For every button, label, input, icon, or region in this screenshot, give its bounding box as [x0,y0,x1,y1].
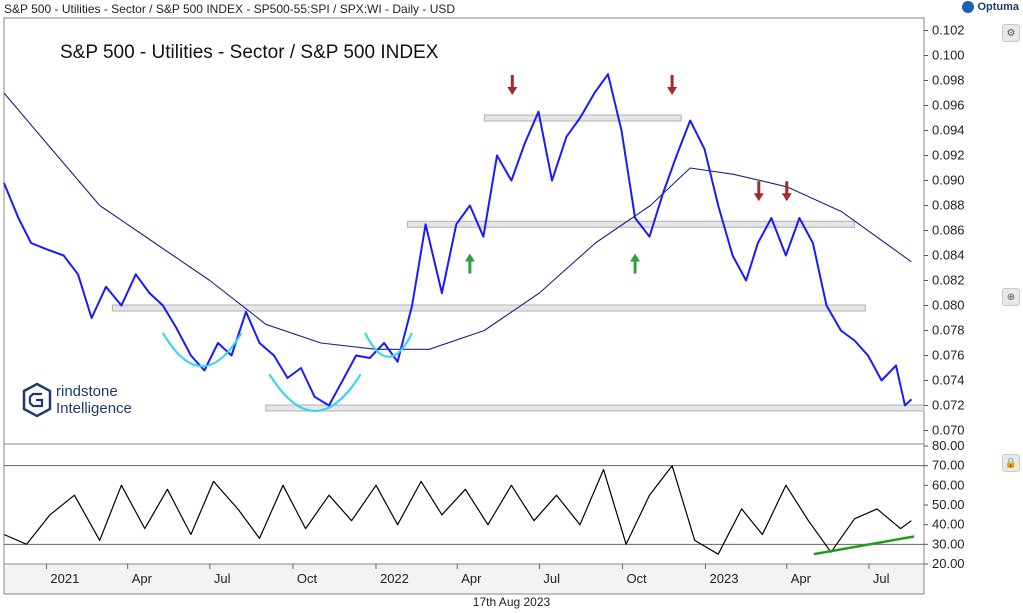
down-arrow-head-1 [667,87,678,95]
down-arrow-head-0 [507,87,518,95]
plot-border [3,17,925,565]
rsi-tick-label-1: 30.00 [932,536,965,551]
y-tick-label-15: 0.100 [932,48,965,63]
rsi-tick-label-5: 70.00 [932,458,965,473]
y-tick-label-8: 0.086 [932,223,965,238]
x-tick-label-2: Jul [214,571,231,586]
optuma-logo-icon [962,1,975,13]
y-tick-label-0: 0.070 [932,423,965,438]
rsi-path [3,465,912,555]
cup-arc-2 [364,332,414,358]
y-tick-label-1: 0.072 [932,398,965,413]
down-arrow-head-3 [781,193,792,202]
down-arrow-head-2 [753,193,764,202]
rsi-trend-line [813,535,915,556]
x-tick-label-9: Apr [791,571,812,586]
y-tick-label-3: 0.076 [932,348,965,363]
y-tick-label-11: 0.092 [932,148,965,163]
x-tick-label-5: Apr [461,571,482,586]
zoom-icon[interactable]: ⊕ [1002,288,1020,306]
y-tick-label-16: 0.102 [932,23,965,38]
rsi-reference-lines [4,465,924,545]
moving-average-line [3,92,912,350]
y-tick-label-7: 0.084 [932,248,965,263]
price-path [3,73,913,407]
rsi-tick-label-0: 20.00 [932,556,965,571]
x-tick-label-4: 2022 [380,571,409,586]
y-tick-label-4: 0.078 [932,323,965,338]
optuma-brand: Optuma [962,1,1019,13]
x-tick-label-1: Apr [132,571,153,586]
date-x-axis: 2021 Apr Jul Oct 2022 Apr Jul Oct 2023 Apr Jul [3,563,925,595]
grindstone-logo-icon [22,382,52,418]
chart-title: S&P 500 - Utilities - Sector / S&P 500 I… [60,42,439,63]
x-tick-label-0: 2021 [50,571,79,586]
rsi-tick-label-3: 50.00 [932,497,965,512]
x-tick-label-10: Jul [873,571,890,586]
rsi-line [3,465,912,555]
rsi-tick-label-4: 60.00 [932,477,965,492]
ma-path [3,92,912,350]
cup-arc-1 [268,373,362,412]
watermark-line1: rindstone [56,383,118,400]
y-tick-label-2: 0.074 [932,373,965,388]
cup-arc-0 [161,332,243,368]
x-tick-label-8: 2023 [710,571,739,586]
band-2 [111,304,866,312]
up-arrow-head-5 [630,253,641,262]
x-tick-label-7: Oct [626,571,647,586]
pattern-arcs [161,332,414,412]
band-3 [265,404,925,412]
rsi-trendline [813,535,915,556]
chart-header-title: S&P 500 - Utilities - Sector / S&P 500 I… [4,2,456,16]
annotation-arrows [464,75,792,274]
y-tick-label-14: 0.098 [932,73,965,88]
grindstone-watermark: rindstone Intelligence [22,382,132,418]
footer-date: 17th Aug 2023 [472,595,551,609]
y-tick-label-9: 0.088 [932,198,965,213]
band-1 [483,114,682,122]
rsi-tick-label-6: 80.00 [932,438,965,453]
watermark-line2: Intelligence [56,400,132,417]
band-0 [407,220,855,228]
x-tick-label-6: Jul [543,571,560,586]
lock-icon[interactable]: 🔒 [1002,454,1020,472]
up-arrow-head-4 [464,253,475,262]
settings-icon[interactable]: ⚙ [1002,24,1020,42]
x-tick-label-3: Oct [297,571,318,586]
price-y-axis: 0.070 0.072 0.074 0.076 0.078 0.080 0.082 0.084… [924,23,965,438]
y-tick-label-6: 0.082 [932,273,965,288]
chart-frame [3,17,925,565]
y-tick-label-10: 0.090 [932,173,965,188]
y-tick-label-13: 0.096 [932,98,965,113]
y-tick-label-5: 0.080 [932,298,965,313]
y-tick-label-12: 0.094 [932,123,965,138]
price-ratio-line [3,73,913,407]
support-resistance-bands [111,114,925,412]
x-axis-band [3,563,925,595]
rsi-y-axis: 20.00 30.00 40.00 50.00 60.00 70.00 80.00 [924,438,965,571]
rsi-tick-label-2: 40.00 [932,517,965,532]
optuma-brand-label: Optuma [977,1,1019,13]
